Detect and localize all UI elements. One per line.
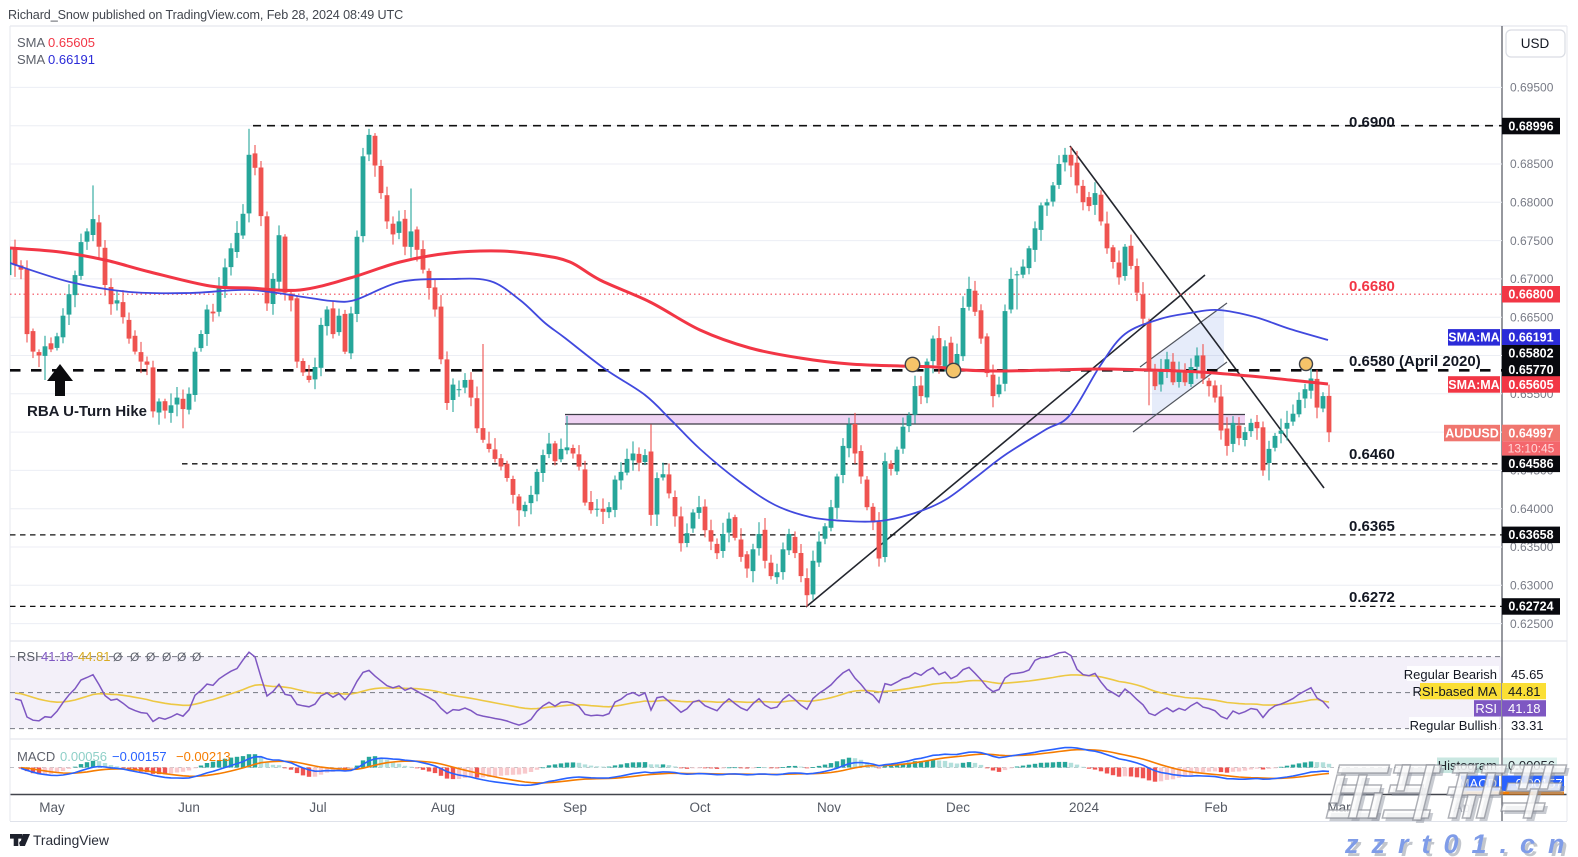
svg-text:0.65605: 0.65605 [48, 35, 95, 50]
svg-text:0.68500: 0.68500 [1510, 157, 1554, 171]
svg-text:Ø: Ø [177, 650, 186, 664]
svg-text:RSI: RSI [17, 649, 39, 664]
svg-text:0.6460: 0.6460 [1349, 446, 1395, 463]
svg-text:−0.00213: −0.00213 [176, 749, 231, 764]
svg-text:USD: USD [1521, 36, 1550, 51]
svg-text:0.6680: 0.6680 [1349, 278, 1395, 295]
svg-text:0.65605: 0.65605 [1508, 378, 1553, 392]
svg-text:0.6365: 0.6365 [1349, 518, 1395, 535]
svg-text:RSI-based MA: RSI-based MA [1412, 684, 1497, 699]
svg-text:Sep: Sep [563, 800, 587, 815]
svg-text:AUDUSD: AUDUSD [1445, 426, 1498, 440]
svg-text:Richard_Snow published on Trad: Richard_Snow published on TradingView.co… [8, 8, 403, 22]
svg-text:RSI: RSI [1475, 701, 1497, 716]
svg-text:Dec: Dec [946, 800, 970, 815]
svg-text:0.68000: 0.68000 [1510, 196, 1554, 210]
svg-text:Ø: Ø [130, 650, 139, 664]
svg-text:0.6580 (April 2020): 0.6580 (April 2020) [1349, 353, 1481, 370]
svg-text:SMA: SMA [17, 35, 46, 50]
svg-text:0.63500: 0.63500 [1510, 540, 1554, 554]
svg-text:0.62724: 0.62724 [1508, 600, 1553, 614]
svg-text:0.67500: 0.67500 [1510, 234, 1554, 248]
svg-text:44.81: 44.81 [78, 649, 111, 664]
svg-text:SMA:MA: SMA:MA [1448, 331, 1499, 345]
svg-text:Jun: Jun [178, 800, 200, 815]
svg-text:33.31: 33.31 [1511, 718, 1544, 733]
svg-text:0.6900: 0.6900 [1349, 114, 1395, 131]
svg-text:41.18: 41.18 [1508, 701, 1541, 716]
svg-text:0.66800: 0.66800 [1508, 288, 1553, 302]
svg-text:Ø: Ø [192, 650, 201, 664]
svg-text:Ø: Ø [162, 650, 171, 664]
svg-text:41.18: 41.18 [41, 649, 74, 664]
svg-text:0.00056: 0.00056 [60, 749, 107, 764]
svg-text:zzrt01.cn: zzrt01.cn [1347, 832, 1578, 857]
svg-text:45.65: 45.65 [1511, 667, 1544, 682]
svg-text:Oct: Oct [689, 800, 710, 815]
svg-text:SMA: SMA [17, 52, 46, 67]
svg-text:0.64586: 0.64586 [1508, 457, 1553, 471]
svg-text:13:10:45: 13:10:45 [1508, 442, 1555, 456]
svg-text:2024: 2024 [1069, 800, 1100, 815]
svg-text:44.81: 44.81 [1508, 684, 1541, 699]
svg-text:0.63000: 0.63000 [1510, 579, 1554, 593]
svg-text:−0.00157: −0.00157 [112, 749, 167, 764]
svg-text:MACD: MACD [17, 749, 55, 764]
svg-text:SMA:MA: SMA:MA [1448, 378, 1499, 392]
svg-text:Ø: Ø [146, 650, 155, 664]
svg-text:0.67000: 0.67000 [1510, 272, 1554, 286]
svg-text:Ø: Ø [113, 650, 122, 664]
svg-text:Regular Bullish: Regular Bullish [1410, 718, 1497, 733]
svg-text:RBA U-Turn Hike: RBA U-Turn Hike [27, 403, 147, 420]
svg-text:0.66500: 0.66500 [1510, 310, 1554, 324]
svg-text:0.62500: 0.62500 [1510, 617, 1554, 631]
svg-text:zzrt01.cn: zzrt01.cn [1344, 829, 1578, 857]
svg-text:0.68996: 0.68996 [1508, 119, 1553, 133]
svg-text:0.69500: 0.69500 [1510, 81, 1554, 95]
svg-text:Aug: Aug [431, 800, 455, 815]
svg-text:Regular Bearish: Regular Bearish [1404, 667, 1497, 682]
svg-text:0.65802: 0.65802 [1508, 347, 1553, 361]
svg-text:0.64000: 0.64000 [1510, 502, 1554, 516]
svg-text:0.66191: 0.66191 [48, 52, 95, 67]
svg-text:Jul: Jul [309, 800, 326, 815]
svg-text:Nov: Nov [817, 800, 841, 815]
svg-text:TradingView: TradingView [33, 833, 109, 848]
svg-text:0.63658: 0.63658 [1508, 528, 1553, 542]
svg-text:Feb: Feb [1204, 800, 1227, 815]
svg-text:0.6272: 0.6272 [1349, 589, 1395, 606]
svg-text:May: May [39, 800, 65, 815]
svg-text:0.65770: 0.65770 [1508, 363, 1553, 377]
svg-text:0.66191: 0.66191 [1508, 331, 1553, 345]
svg-text:0.64997: 0.64997 [1508, 426, 1553, 440]
